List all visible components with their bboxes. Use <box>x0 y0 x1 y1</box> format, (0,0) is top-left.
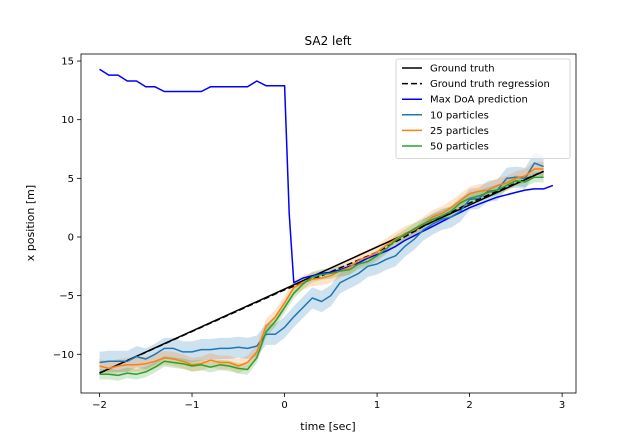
y-tick-label: −10 <box>53 350 74 361</box>
legend-label: 50 particles <box>430 142 489 153</box>
x-tick-label: 2 <box>466 400 472 411</box>
legend-label: Ground truth <box>430 64 495 75</box>
plot-area <box>80 53 577 394</box>
series-lines <box>99 68 554 377</box>
y-tick-label: −5 <box>59 291 74 302</box>
axes-frame <box>80 53 577 394</box>
y-tick-label: 10 <box>61 115 74 126</box>
x-tick-label: 3 <box>559 400 565 411</box>
y-tick-label: 5 <box>68 174 74 185</box>
series-line-50-particles <box>99 176 544 377</box>
x-tick-label: 0 <box>281 400 287 411</box>
band-25-particles <box>99 161 544 376</box>
x-tick-label: −2 <box>92 400 107 411</box>
band-10-particles <box>99 152 544 374</box>
y-tick-label: 15 <box>61 57 74 68</box>
series-line-25-particles <box>99 168 544 370</box>
legend-label: 10 particles <box>430 110 489 121</box>
legend-box <box>395 58 571 159</box>
x-axis-label: time [sec] <box>300 420 355 433</box>
legend-label: Ground truth regression <box>430 79 550 90</box>
series-line-10-particles <box>99 162 544 364</box>
series-line-max-doa-prediction <box>99 68 554 284</box>
x-tick-label: −1 <box>185 400 200 411</box>
y-axis-ticks: −10 −5 0 5 10 15 <box>53 57 81 361</box>
legend: Ground truth Ground truth regression Max D… <box>395 58 571 159</box>
x-tick-label: 1 <box>374 400 380 411</box>
legend-label: Max DoA prediction <box>430 95 528 106</box>
y-tick-label: 0 <box>68 232 74 243</box>
x-axis-ticks: −2 −1 0 1 2 3 <box>92 393 565 411</box>
legend-label: 25 particles <box>430 126 489 137</box>
y-axis-label: x position [m] <box>24 185 37 261</box>
chart-title: SA2 left <box>305 34 352 48</box>
